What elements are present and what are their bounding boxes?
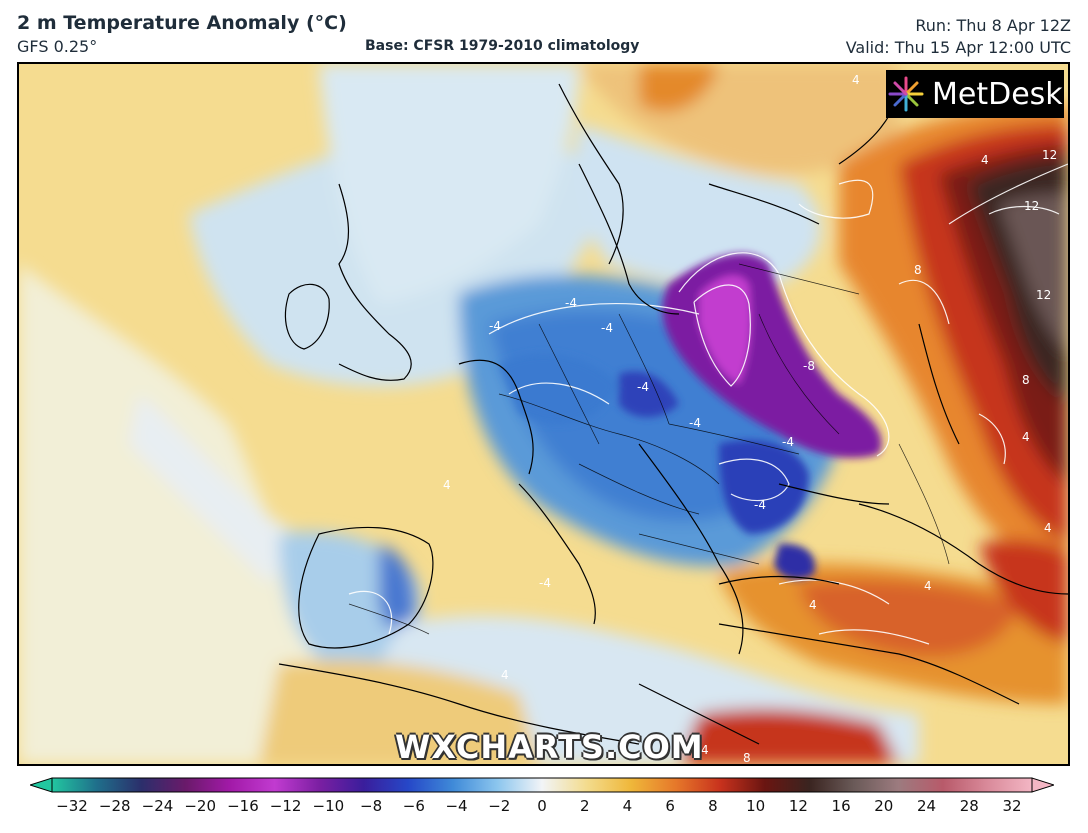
metdesk-logo-text: MetDesk: [932, 76, 1063, 112]
contour-label: -4: [754, 498, 766, 512]
colorbar-tick-label: −8: [360, 797, 383, 815]
colorbar-tick-label: −16: [227, 797, 259, 815]
colorbar-tick-label: −4: [445, 797, 468, 815]
contour-label: -8: [803, 359, 815, 373]
contour-label: 12: [1036, 288, 1051, 302]
contour-label: 12: [1024, 199, 1039, 213]
colorbar-tick-label: 24: [916, 797, 937, 815]
contour-label: 8: [914, 263, 922, 277]
chart-title: 2 m Temperature Anomaly (°C): [17, 12, 347, 34]
contour-label: -4: [601, 321, 613, 335]
colorbar-tick-label: −6: [402, 797, 425, 815]
valid-time-label: Valid: Thu 15 Apr 12:00 UTC: [845, 38, 1071, 57]
colorbar: [30, 777, 1054, 793]
contour-label: 4: [852, 73, 860, 87]
colorbar-max-arrow: [1031, 777, 1054, 793]
contour-label: -4: [565, 296, 577, 310]
contour-label: 4: [443, 478, 451, 492]
contour-label: -4: [637, 380, 649, 394]
contour-label: 12: [1042, 148, 1057, 162]
contour-label: -4: [539, 576, 551, 590]
colorbar-tick-label: −10: [312, 797, 345, 815]
colorbar-tick-label: 0: [537, 797, 547, 815]
colorbar-tick-label: −32: [56, 797, 88, 815]
colorbar-tick-label: −28: [98, 797, 131, 815]
contour-label: 4: [501, 668, 509, 682]
wxcharts-watermark: WXCHARTS.COM: [395, 728, 704, 766]
contour-label: 8: [743, 751, 751, 764]
colorbar-tick-label: −12: [269, 797, 302, 815]
contour-label: 4: [809, 598, 817, 612]
colorbar-tick-label: 32: [1002, 797, 1022, 815]
run-time-label: Run: Thu 8 Apr 12Z: [915, 16, 1071, 35]
colorbar-gradient: [51, 777, 1033, 793]
contour-label: 4: [981, 153, 989, 167]
metdesk-logo: MetDesk: [886, 70, 1064, 118]
climatology-base-label: Base: CFSR 1979-2010 climatology: [365, 38, 640, 54]
contour-label: 4: [701, 743, 709, 757]
colorbar-ticks: −32 −28 −24 −20 −16 −12 −10 −8 −6 −4 −2 0 2 4 6 8 10 12 16…: [0, 797, 1088, 821]
colorbar-min-arrow: [30, 777, 53, 793]
colorbar-tick-label: 8: [708, 797, 718, 815]
colorbar-tick-label: 10: [746, 797, 766, 815]
colorbar-tick-label: 6: [665, 797, 675, 815]
contour-label: -4: [782, 435, 794, 449]
colorbar-tick-label: 4: [622, 797, 633, 815]
colorbar-tick-label: 16: [831, 797, 851, 815]
metdesk-starburst-icon: [888, 76, 924, 112]
contour-label: 4: [924, 579, 932, 593]
colorbar-tick-label: 28: [959, 797, 979, 815]
contour-label: -4: [489, 319, 501, 333]
colorbar-tick-label: 2: [579, 797, 590, 815]
colorbar-tick-label: −20: [184, 797, 216, 815]
colorbar-tick-label: 20: [874, 797, 894, 815]
contour-label: 8: [1022, 373, 1030, 387]
contour-label: 4: [1022, 430, 1030, 444]
anomaly-map: -4 -4 -4 -4 -4 -4 -8 -4 -4 4 4 4 4 8 8 1…: [17, 62, 1070, 766]
colorbar-tick-label: −2: [488, 797, 511, 815]
colorbar-tick-label: −24: [141, 797, 174, 815]
model-label: GFS 0.25°: [17, 37, 98, 56]
contour-label: 4: [1044, 521, 1052, 535]
contour-label: -4: [689, 416, 701, 430]
colorbar-tick-label: 12: [788, 797, 808, 815]
